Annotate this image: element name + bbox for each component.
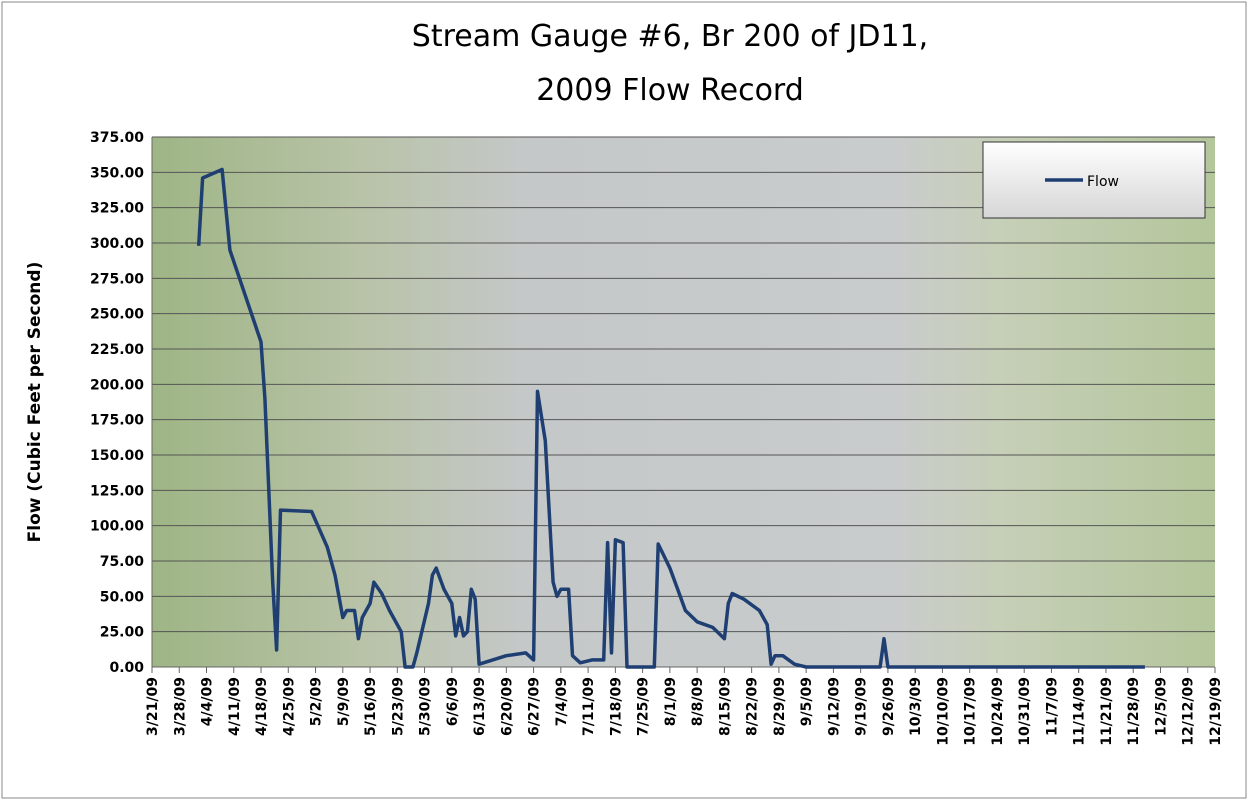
x-tick-label: 5/30/09	[418, 677, 434, 736]
y-tick-label: 0.00	[109, 660, 144, 676]
y-tick-label: 100.00	[90, 519, 144, 535]
x-tick-label: 6/27/09	[527, 677, 543, 736]
x-tick-label: 11/28/09	[1126, 677, 1142, 746]
x-tick-label: 10/31/09	[1017, 677, 1033, 746]
x-tick-label: 10/10/09	[935, 677, 951, 746]
y-tick-label: 150.00	[90, 448, 144, 464]
x-tick-label: 6/6/09	[445, 677, 461, 726]
x-tick-label: 7/25/09	[636, 677, 652, 736]
plot-background	[152, 137, 1215, 667]
x-tick-label: 8/15/09	[717, 677, 733, 736]
line-series	[196, 167, 1145, 669]
chart-title: Stream Gauge #6, Br 200 of JD11,	[412, 19, 928, 54]
x-tick-label: 4/11/09	[227, 677, 243, 736]
y-tick-label: 25.00	[100, 625, 145, 641]
x-tick-label: 9/26/09	[881, 677, 897, 736]
y-tick-label: 225.00	[90, 342, 144, 358]
x-tick-label: 11/21/09	[1099, 677, 1115, 746]
y-tick-label: 125.00	[90, 483, 144, 499]
x-tick-label: 4/4/09	[200, 677, 216, 726]
x-tick-label: 9/19/09	[854, 677, 870, 736]
x-tick-label: 11/14/09	[1072, 677, 1088, 746]
x-tick-label: 5/16/09	[363, 677, 379, 736]
x-tick-label: 10/17/09	[963, 677, 979, 746]
x-tick-label: 7/11/09	[581, 677, 597, 736]
x-tick-label: 7/4/09	[554, 677, 570, 726]
y-tick-label: 275.00	[90, 271, 144, 287]
y-tick-label: 175.00	[90, 413, 144, 429]
y-tick-label: 250.00	[90, 307, 144, 323]
x-tick-label: 5/23/09	[390, 677, 406, 736]
x-tick-label: 7/18/09	[608, 677, 624, 736]
y-axis-label: Flow (Cubic Feet per Second)	[25, 262, 45, 543]
y-tick-label: 200.00	[90, 377, 144, 393]
y-tick-label: 325.00	[90, 201, 144, 217]
x-tick-label: 12/19/09	[1208, 677, 1224, 746]
x-tick-label: 12/12/09	[1181, 677, 1197, 746]
x-tick-label: 3/21/09	[145, 677, 161, 736]
x-tick-label: 8/29/09	[772, 677, 788, 736]
x-tick-label: 6/13/09	[472, 677, 488, 736]
y-tick-label: 300.00	[90, 236, 144, 252]
chart-title: 2009 Flow Record	[536, 73, 804, 108]
x-tick-label: 4/25/09	[281, 677, 297, 736]
x-tick-label: 5/9/09	[336, 677, 352, 726]
x-tick-label: 3/28/09	[172, 677, 188, 736]
x-tick-label: 8/22/09	[745, 677, 761, 736]
x-tick-label: 8/1/09	[663, 677, 679, 726]
x-tick-label: 9/5/09	[799, 677, 815, 726]
x-tick-label: 10/3/09	[908, 677, 924, 736]
x-tick-label: 10/24/09	[990, 677, 1006, 746]
x-tick-label: 5/2/09	[309, 677, 325, 726]
x-tick-label: 11/7/09	[1044, 677, 1060, 736]
y-tick-label: 75.00	[100, 554, 145, 570]
y-tick-label: 350.00	[90, 165, 144, 181]
x-tick-label: 9/12/09	[826, 677, 842, 736]
y-tick-label: 50.00	[100, 589, 145, 605]
x-tick-label: 8/8/09	[690, 677, 706, 726]
x-tick-label: 4/18/09	[254, 677, 270, 736]
x-tick-label: 12/5/09	[1153, 677, 1169, 736]
y-tick-label: 375.00	[90, 130, 144, 146]
legend-box	[982, 141, 1206, 219]
legend-label: Flow	[1087, 174, 1119, 190]
x-tick-label: 6/20/09	[499, 677, 515, 736]
